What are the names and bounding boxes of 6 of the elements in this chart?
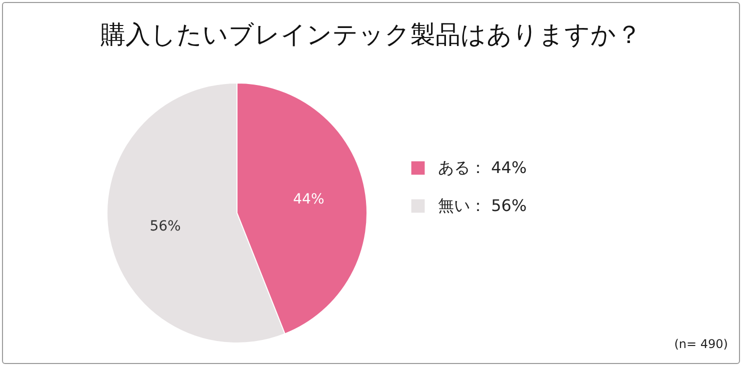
data-label: 56% <box>150 218 181 235</box>
data-label: 44% <box>293 191 324 208</box>
chart-title: 購入したいブレインテック製品はありますか？ <box>100 20 642 49</box>
legend-label: ある： 44% <box>438 158 527 177</box>
text: (n= 490) <box>674 337 728 351</box>
legend-label: 無い： 56% <box>438 196 527 215</box>
